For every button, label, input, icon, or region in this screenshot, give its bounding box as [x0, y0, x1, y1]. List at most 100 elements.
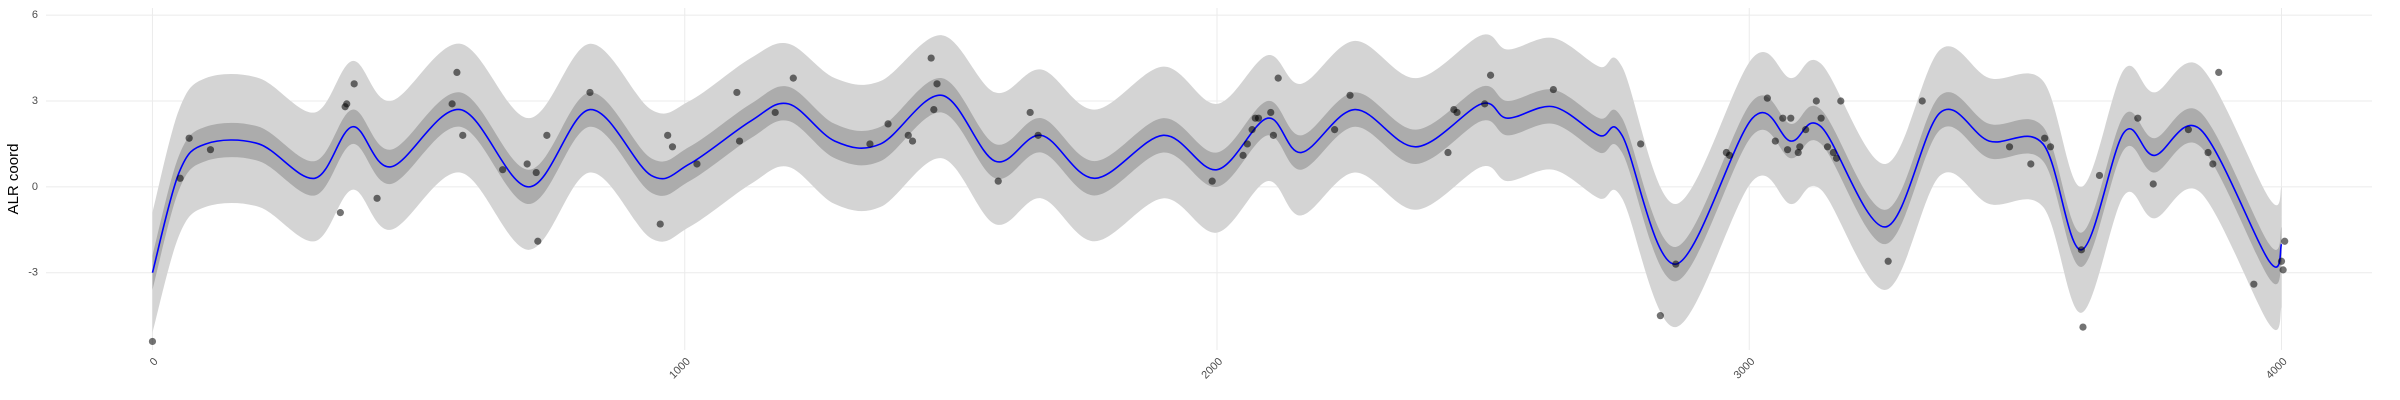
data-point — [1267, 108, 1275, 117]
data-point — [2005, 143, 2014, 151]
data-point — [1771, 137, 1779, 145]
data-point — [1837, 97, 1845, 105]
data-point — [1812, 97, 1820, 105]
data-point — [1817, 114, 1825, 122]
data-point — [1239, 151, 1247, 159]
data-point — [2277, 257, 2286, 265]
data-point — [499, 166, 507, 174]
data-point — [1763, 94, 1771, 102]
data-point — [2279, 266, 2287, 274]
data-point — [1034, 131, 1042, 139]
data-point — [1787, 114, 1795, 122]
data-point — [586, 88, 594, 97]
data-point — [206, 146, 215, 154]
data-point — [866, 140, 874, 148]
data-point — [693, 160, 701, 168]
data-point — [1783, 146, 1792, 154]
data-point — [771, 108, 779, 117]
data-point — [1725, 151, 1734, 159]
data-point — [2204, 148, 2212, 157]
data-point — [185, 134, 193, 142]
data-point — [2079, 323, 2087, 331]
data-point — [148, 337, 157, 346]
data-point — [1486, 71, 1495, 79]
data-point — [336, 209, 344, 217]
data-point — [930, 105, 938, 114]
data-point — [1331, 126, 1339, 134]
data-point — [1672, 260, 1680, 268]
data-point — [994, 177, 1002, 185]
data-point — [789, 74, 797, 82]
x-tick-label: 0 — [148, 356, 161, 369]
data-point — [908, 137, 917, 145]
data-point — [1549, 85, 1557, 94]
data-point — [523, 160, 531, 168]
data-point — [2250, 280, 2258, 288]
y-tick-label: 6 — [32, 9, 38, 21]
x-tick-label: 1000 — [667, 356, 693, 382]
data-point — [1832, 154, 1841, 162]
data-point — [2209, 160, 2217, 168]
mean-line — [151, 94, 2283, 273]
y-tick-label: 3 — [32, 95, 38, 107]
data-point — [1796, 143, 1804, 151]
data-point — [350, 80, 358, 88]
data-point — [1884, 257, 1892, 265]
data-point — [1779, 114, 1787, 122]
data-point — [448, 100, 456, 108]
data-point — [1444, 148, 1452, 157]
data-point — [2134, 114, 2142, 122]
data-point — [1794, 148, 1802, 157]
y-tick-label: -3 — [28, 267, 38, 279]
data-point — [933, 80, 941, 88]
data-point — [2046, 143, 2055, 151]
data-point — [459, 131, 467, 139]
data-point — [2041, 134, 2049, 142]
data-point — [2077, 246, 2085, 254]
data-point — [343, 100, 351, 108]
data-point — [1274, 74, 1282, 82]
data-point — [668, 143, 677, 151]
data-point — [884, 120, 892, 128]
data-point — [1243, 140, 1251, 148]
data-point — [1802, 126, 1810, 134]
data-point — [1346, 91, 1354, 99]
data-point — [1829, 148, 1837, 157]
data-point — [543, 131, 551, 139]
data-point — [373, 194, 381, 202]
y-tick-label: 0 — [32, 181, 38, 193]
data-point — [1269, 131, 1278, 139]
data-point — [664, 131, 672, 139]
data-point — [2281, 237, 2289, 245]
data-point — [735, 137, 744, 145]
data-point — [453, 68, 461, 76]
data-point — [1918, 97, 1926, 105]
data-point — [532, 168, 540, 177]
data-point — [176, 174, 184, 182]
data-point — [2095, 171, 2104, 180]
data-point — [656, 220, 664, 228]
data-point — [1823, 143, 1832, 151]
data-point — [904, 131, 912, 139]
data-point — [1208, 177, 1216, 185]
x-tick-label: 3000 — [1732, 356, 1758, 382]
data-point — [927, 54, 935, 62]
data-point — [2027, 160, 2035, 168]
data-point — [1026, 108, 1034, 117]
data-point — [1656, 312, 1664, 320]
data-point — [2215, 68, 2223, 76]
x-tick-label: 4000 — [2264, 356, 2290, 382]
data-point — [534, 237, 542, 245]
data-point — [733, 88, 741, 97]
data-point — [1248, 126, 1256, 134]
y-axis-label: ALR coord — [5, 144, 22, 215]
data-point — [1254, 114, 1263, 122]
data-point — [2184, 126, 2192, 134]
data-point — [2149, 180, 2157, 188]
data-point — [1453, 108, 1461, 117]
data-point — [1637, 140, 1645, 148]
confidence-band — [152, 77, 2282, 290]
data-point — [1481, 100, 1489, 108]
x-tick-label: 2000 — [1199, 356, 1225, 382]
